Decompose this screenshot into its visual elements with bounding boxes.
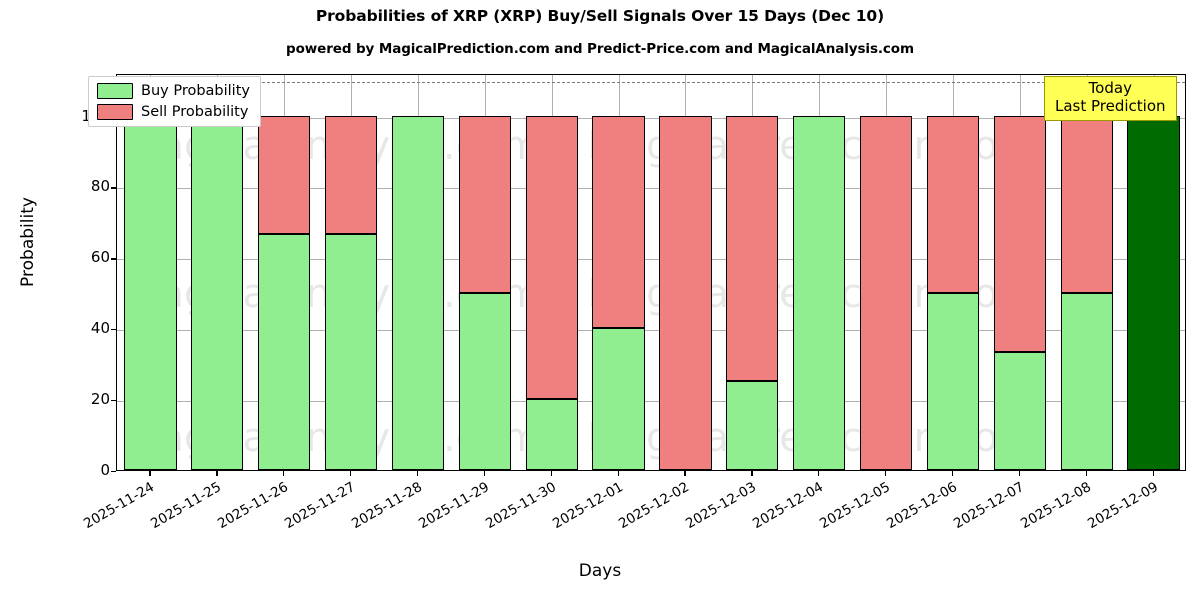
bar-segment-buy[interactable] bbox=[391, 115, 444, 470]
x-tick-mark bbox=[818, 471, 820, 476]
bar-segment-sell[interactable] bbox=[592, 115, 645, 329]
legend-swatch-sell-icon bbox=[97, 104, 133, 120]
y-tick-mark bbox=[111, 400, 116, 402]
y-tick-label: 40 bbox=[90, 319, 110, 338]
bar-segment-sell[interactable] bbox=[926, 115, 979, 293]
bar-segment-buy[interactable] bbox=[124, 115, 177, 470]
bar-segment-sell[interactable] bbox=[525, 115, 578, 400]
y-tick-mark bbox=[111, 471, 116, 473]
gridline-horizontal bbox=[117, 117, 1185, 119]
gridline-horizontal bbox=[117, 330, 1185, 332]
bar-segment-buy[interactable] bbox=[324, 233, 378, 470]
x-tick-mark bbox=[416, 471, 419, 476]
bar-segment-buy[interactable] bbox=[191, 115, 244, 470]
bar-segment-sell[interactable] bbox=[659, 115, 712, 470]
gridline-horizontal bbox=[117, 188, 1185, 190]
legend-label-sell: Sell Probability bbox=[141, 104, 249, 120]
bar-segment-buy[interactable] bbox=[458, 292, 511, 470]
x-axis-label: Days bbox=[578, 561, 622, 581]
bar-group[interactable] bbox=[859, 75, 913, 470]
threshold-line bbox=[117, 82, 1185, 84]
y-tick-mark bbox=[111, 258, 116, 260]
x-tick-mark bbox=[751, 471, 753, 476]
bar-segment-buy[interactable] bbox=[592, 328, 645, 470]
today-annotation: Today Last Prediction bbox=[1044, 76, 1177, 122]
bar-segment-today[interactable] bbox=[1127, 115, 1180, 470]
y-axis-label: Probability bbox=[18, 197, 38, 287]
bar-group[interactable] bbox=[124, 75, 177, 470]
bar-group[interactable] bbox=[1060, 75, 1113, 470]
x-tick-mark bbox=[1152, 471, 1154, 476]
bar-group[interactable] bbox=[191, 75, 244, 470]
bar-group[interactable] bbox=[391, 75, 444, 470]
bar-group[interactable] bbox=[458, 75, 511, 470]
x-tick-mark bbox=[350, 471, 352, 476]
bar-segment-sell[interactable] bbox=[726, 115, 779, 382]
y-tick-mark bbox=[111, 329, 116, 331]
bar-segment-sell[interactable] bbox=[458, 115, 511, 293]
x-tick-mark bbox=[216, 471, 218, 476]
y-tick-mark bbox=[111, 187, 116, 189]
x-tick-mark bbox=[483, 471, 485, 476]
bar-group[interactable] bbox=[659, 75, 712, 470]
bar-segment-buy[interactable] bbox=[1060, 292, 1113, 470]
x-tick-mark bbox=[617, 471, 619, 476]
x-tick-mark bbox=[1018, 471, 1020, 476]
x-tick-mark bbox=[885, 471, 887, 476]
bar-segment-buy[interactable] bbox=[793, 115, 846, 470]
page-title: Probabilities of XRP (XRP) Buy/Sell Sign… bbox=[315, 7, 885, 25]
bar-segment-buy[interactable] bbox=[726, 381, 779, 470]
today-annotation-line-2: Last Prediction bbox=[1055, 96, 1166, 115]
bar-segment-sell[interactable] bbox=[859, 115, 913, 470]
bar-group[interactable] bbox=[525, 75, 578, 470]
x-tick-mark bbox=[1085, 471, 1087, 476]
bar-segment-sell[interactable] bbox=[324, 115, 378, 234]
bar-segment-buy[interactable] bbox=[926, 292, 979, 470]
bar-segment-sell[interactable] bbox=[993, 115, 1046, 352]
today-annotation-line-1: Today bbox=[1088, 79, 1132, 97]
legend-item-sell: Sell Probability bbox=[97, 104, 250, 120]
bar-segment-sell[interactable] bbox=[258, 115, 311, 234]
legend-item-buy: Buy Probability bbox=[97, 83, 250, 99]
bar-segment-sell[interactable] bbox=[1060, 115, 1113, 293]
bar-segment-buy[interactable] bbox=[525, 399, 578, 470]
gridline-horizontal bbox=[117, 259, 1185, 261]
bar-segment-buy[interactable] bbox=[993, 351, 1046, 470]
x-tick-mark bbox=[149, 471, 151, 476]
bar-group[interactable] bbox=[726, 75, 779, 470]
bar-group[interactable] bbox=[1127, 75, 1180, 470]
x-tick-mark bbox=[550, 471, 552, 476]
plot-area: MagicalAnalysis.comMagicalPrediction.com… bbox=[116, 74, 1186, 471]
bar-group[interactable] bbox=[324, 75, 378, 470]
y-tick-label: 20 bbox=[90, 390, 110, 409]
x-tick-mark bbox=[684, 471, 686, 476]
chart-legend: Buy Probability Sell Probability bbox=[88, 76, 261, 127]
x-tick-mark bbox=[283, 471, 285, 476]
chart-subtitle: powered by MagicalPrediction.com and Pre… bbox=[286, 41, 914, 57]
y-tick-label: 80 bbox=[90, 177, 110, 196]
y-tick-label: 0 bbox=[100, 461, 110, 479]
y-tick-label: 60 bbox=[90, 248, 110, 267]
legend-swatch-buy-icon bbox=[97, 83, 133, 99]
legend-label-buy: Buy Probability bbox=[141, 83, 250, 99]
x-tick-mark bbox=[951, 471, 954, 476]
gridline-horizontal bbox=[117, 401, 1185, 403]
bar-group[interactable] bbox=[592, 75, 645, 470]
bar-group[interactable] bbox=[926, 75, 979, 470]
bar-group[interactable] bbox=[993, 75, 1046, 470]
bar-group[interactable] bbox=[793, 75, 846, 470]
bar-segment-buy[interactable] bbox=[258, 233, 311, 470]
bar-group[interactable] bbox=[258, 75, 311, 470]
